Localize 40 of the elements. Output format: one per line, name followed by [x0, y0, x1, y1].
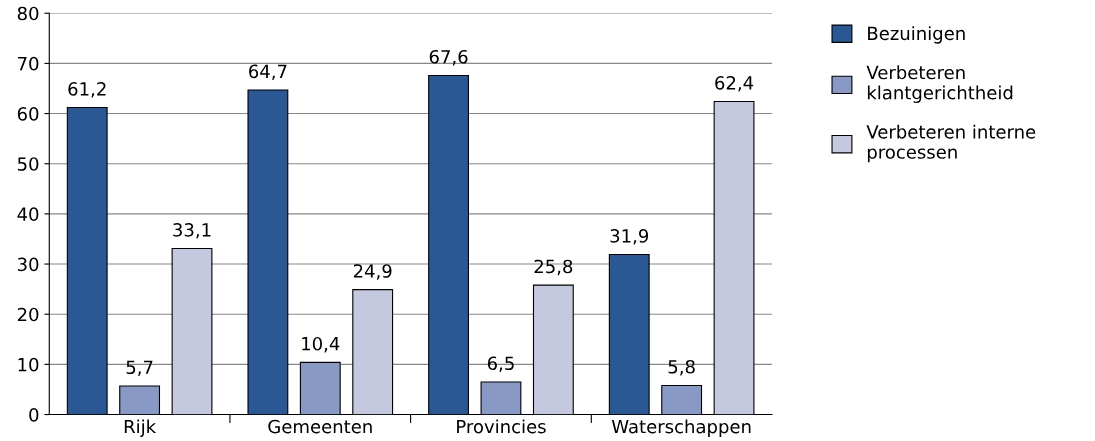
y-tick-label: 10	[18, 357, 39, 372]
x-tick-label: Waterschappen	[611, 419, 751, 437]
y-tick-label: 40	[17, 207, 39, 221]
y-tick-label: 30	[17, 257, 39, 272]
data-label: 25,8	[534, 259, 573, 276]
data-label: 5,8	[668, 359, 695, 376]
data-label: 24,9	[353, 264, 392, 280]
bar	[480, 381, 522, 415]
bar	[66, 106, 108, 415]
y-tick-label: 20	[17, 307, 39, 322]
bar	[352, 289, 394, 415]
bar	[661, 384, 703, 415]
data-label: 62,4	[715, 76, 754, 92]
data-label: 6,5	[487, 356, 514, 372]
legend-label: Verbeteren klantgerichtheid	[866, 65, 1013, 103]
x-tick-label: Provincies	[457, 419, 546, 434]
data-label: 61,2	[68, 82, 106, 98]
y-tick-label: 80	[17, 6, 39, 21]
data-label: 31,9	[610, 229, 649, 245]
bar	[428, 74, 469, 415]
bar	[247, 89, 289, 415]
bar	[532, 284, 574, 415]
bar	[713, 100, 755, 415]
bar	[608, 253, 650, 415]
y-tick-label: 0	[29, 408, 39, 422]
x-tick-label: Gemeenten	[268, 419, 372, 434]
bar	[299, 361, 341, 415]
x-tick-label: Rijk	[124, 419, 157, 437]
data-label: 10,4	[302, 336, 340, 353]
data-label: 33,1	[173, 223, 211, 239]
legend-label: Verbeteren interne processen	[866, 124, 1036, 163]
data-label: 5,7	[126, 360, 153, 376]
data-label: 64,7	[249, 64, 287, 80]
data-label: 67,6	[429, 49, 468, 66]
y-tick-label: 70	[18, 56, 39, 71]
y-tick-label: 60	[17, 107, 39, 121]
bar	[119, 385, 161, 415]
y-tick-label: 50	[17, 157, 39, 171]
legend-label: Bezuinigen	[868, 26, 965, 44]
bar	[171, 247, 213, 415]
